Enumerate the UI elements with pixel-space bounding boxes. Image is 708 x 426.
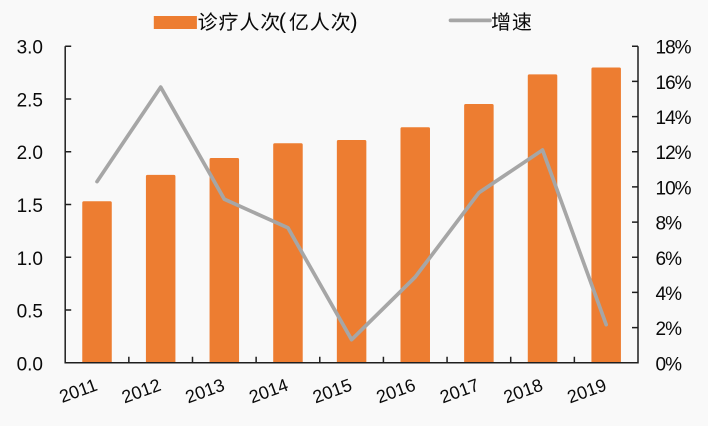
svg-text:12%: 12% <box>656 143 692 164</box>
svg-text:1.0: 1.0 <box>17 249 43 270</box>
svg-text:0.0: 0.0 <box>17 354 43 375</box>
svg-text:1.5: 1.5 <box>17 196 43 217</box>
svg-text:): ) <box>350 9 357 34</box>
svg-text:6%: 6% <box>656 249 683 270</box>
svg-text:(: ( <box>279 9 287 34</box>
svg-text:8%: 8% <box>656 214 683 235</box>
svg-text:3.0: 3.0 <box>17 38 43 59</box>
svg-text:2.5: 2.5 <box>17 91 43 112</box>
svg-text:10%: 10% <box>656 178 692 199</box>
svg-text:16%: 16% <box>656 73 692 94</box>
svg-text:4%: 4% <box>656 284 683 305</box>
svg-text:14%: 14% <box>656 108 692 129</box>
svg-text:18%: 18% <box>656 38 692 59</box>
svg-text:0%: 0% <box>656 354 683 375</box>
svg-text:0.5: 0.5 <box>17 302 43 323</box>
svg-text:2%: 2% <box>656 319 683 340</box>
svg-text:2.0: 2.0 <box>17 143 43 164</box>
